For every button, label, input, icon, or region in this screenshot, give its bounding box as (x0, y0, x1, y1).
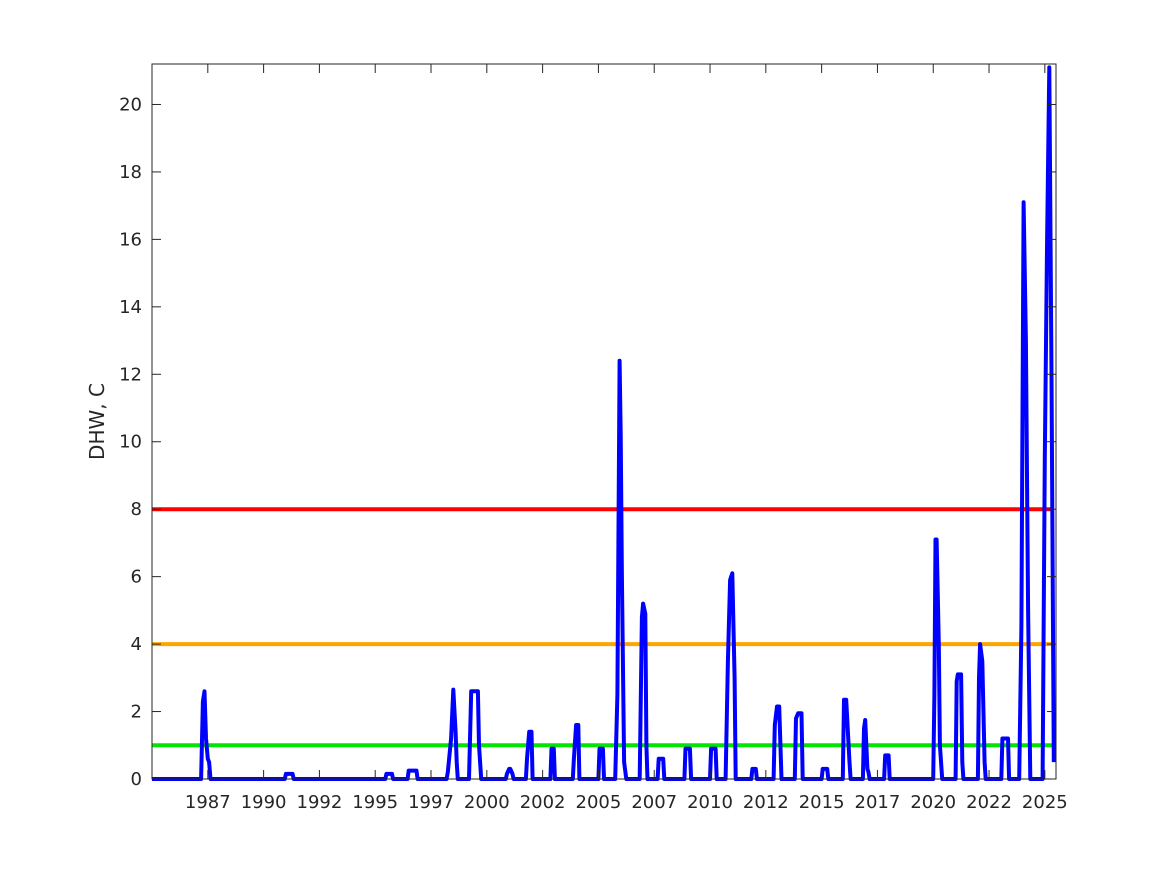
x-tick-label: 1987 (185, 792, 231, 813)
y-tick-label: 20 (119, 94, 142, 115)
x-axis: 1987 1990 1992 1995 1997 2000 2002 2005 2007 2010… (185, 64, 1068, 813)
x-tick-label: 1992 (297, 792, 343, 813)
y-axis: 0 2 4 6 8 10 12 14 16 18 20 (119, 94, 1056, 790)
y-tick-label: 14 (119, 297, 142, 318)
series-layer (152, 65, 1056, 781)
y-tick-label: 10 (119, 432, 142, 453)
y-tick-label: 18 (119, 162, 142, 183)
x-tick-label: 2007 (631, 792, 677, 813)
x-tick-label: 2020 (910, 792, 956, 813)
y-tick-label: 4 (131, 634, 142, 655)
x-tick-label: 2000 (464, 792, 510, 813)
y-tick-label: 0 (131, 769, 142, 790)
x-tick-label: 2022 (966, 792, 1012, 813)
y-tick-label: 12 (119, 364, 142, 385)
x-tick-label: 1995 (352, 792, 398, 813)
y-tick-label: 2 (131, 702, 142, 723)
series-line-0 (152, 65, 1056, 781)
x-tick-label: 2017 (855, 792, 901, 813)
x-tick-label: 2002 (520, 792, 566, 813)
plot-frame (151, 63, 1057, 780)
y-tick-label: 6 (131, 567, 142, 588)
x-tick-label: 2025 (1022, 792, 1068, 813)
x-tick-label: 1997 (408, 792, 454, 813)
y-tick-label: 16 (119, 229, 142, 250)
x-tick-label: 2010 (687, 792, 733, 813)
x-tick-label: 1990 (241, 792, 287, 813)
x-tick-label: 2012 (743, 792, 789, 813)
x-tick-label: 2005 (576, 792, 622, 813)
y-axis-label: DHW, C (85, 383, 109, 460)
threshold-lines (152, 507, 1054, 748)
y-tick-label: 8 (131, 499, 142, 520)
x-tick-label: 2015 (799, 792, 845, 813)
